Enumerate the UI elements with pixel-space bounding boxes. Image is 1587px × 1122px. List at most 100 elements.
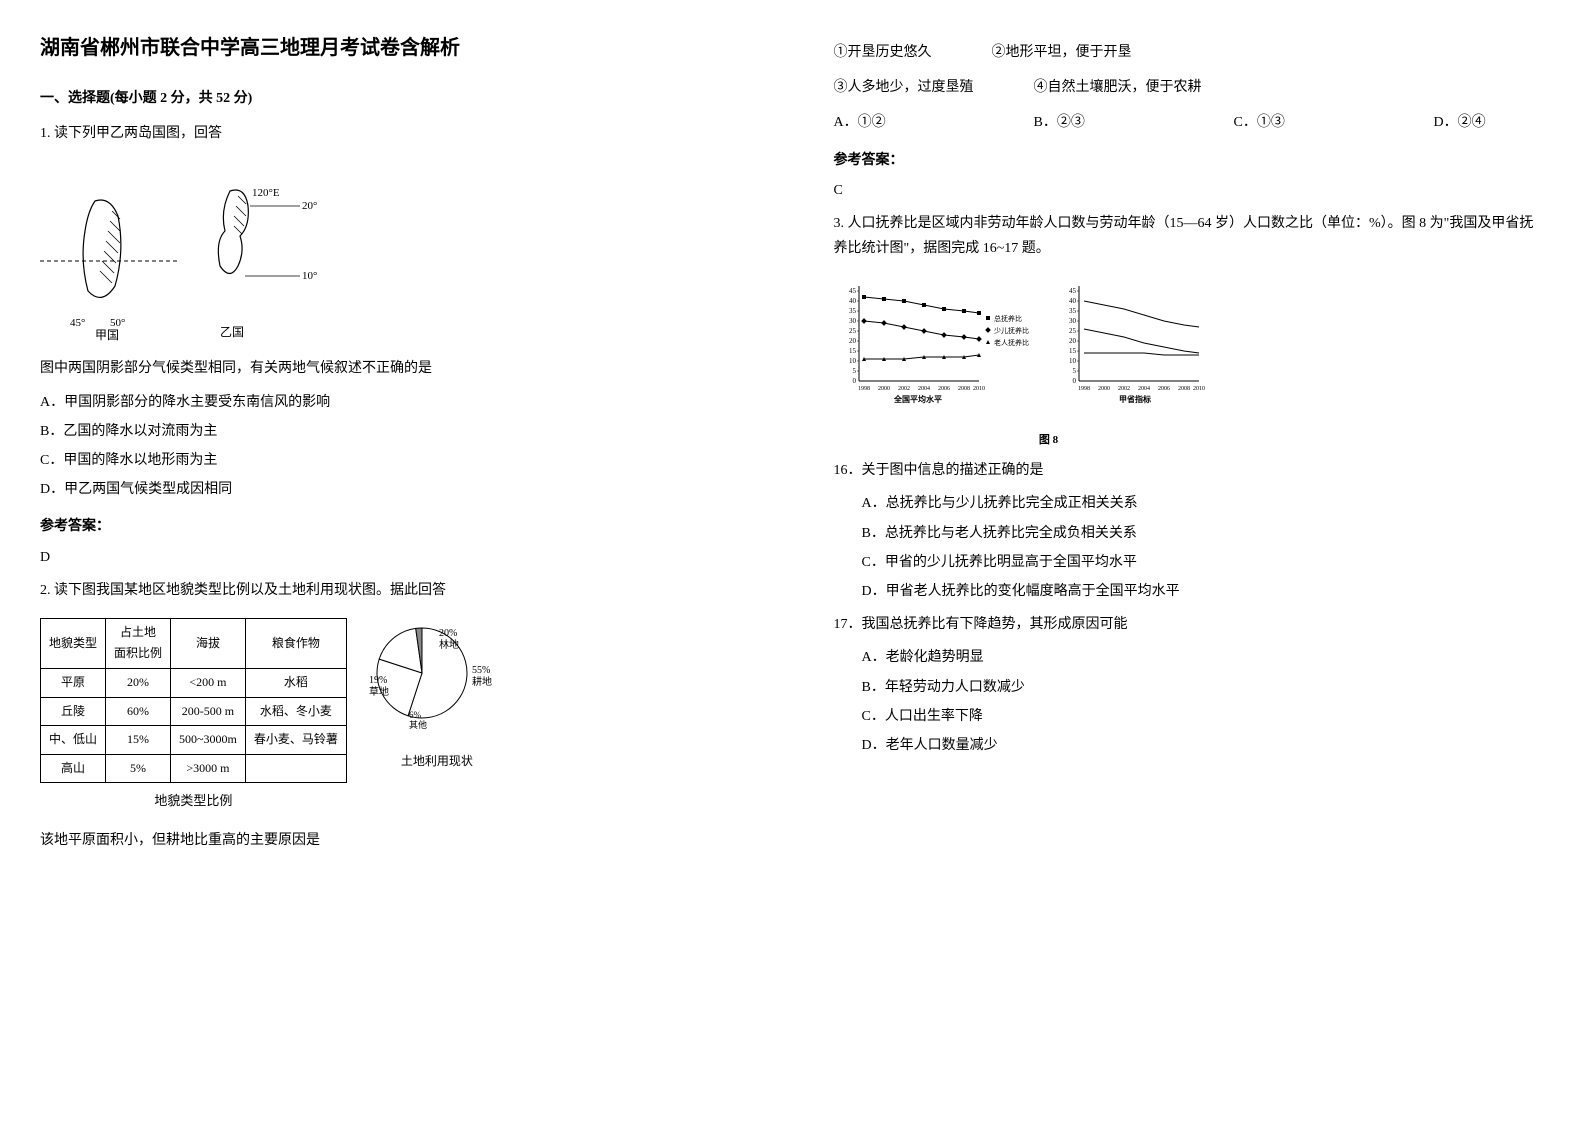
- svg-text:1998: 1998: [1078, 386, 1090, 392]
- svg-text:2010: 2010: [1193, 386, 1205, 392]
- svg-text:2010: 2010: [973, 386, 985, 392]
- table-caption: 地貌类型比例: [40, 789, 347, 812]
- svg-text:15: 15: [849, 347, 857, 355]
- svg-text:0: 0: [1072, 377, 1076, 385]
- svg-text:55%: 55%: [472, 665, 490, 676]
- section-1-header: 一、选择题(每小题 2 分，共 52 分): [40, 86, 754, 111]
- q1-prompt: 图中两国阴影部分气候类型相同，有关两地气候叙述不正确的是: [40, 356, 754, 381]
- map-label-country-b: 乙国: [220, 325, 244, 339]
- svg-text:25: 25: [849, 327, 857, 335]
- th-0: 地貌类型: [41, 618, 106, 668]
- table-row: 高山 5% >3000 m: [41, 754, 347, 783]
- svg-text:20%: 20%: [439, 628, 457, 639]
- svg-text:45°: 45°: [70, 317, 85, 329]
- svg-text:2000: 2000: [878, 386, 890, 392]
- q2-stmt-2: ②地形平坦，便于开垦: [992, 40, 1132, 65]
- svg-text:2000: 2000: [1098, 386, 1110, 392]
- q17-option-c: C．人口出生率下降: [834, 704, 1548, 729]
- svg-text:草地: 草地: [369, 685, 389, 698]
- table-header-row: 地貌类型 占土地面积比例 海拔 粮食作物: [41, 618, 347, 668]
- svg-text:1998: 1998: [858, 386, 870, 392]
- th-1: 占土地面积比例: [106, 618, 171, 668]
- table-row: 平原 20% <200 m 水稻: [41, 669, 347, 698]
- svg-text:老人抚养比: 老人抚养比: [994, 338, 1029, 347]
- pie-caption: 土地利用现状: [367, 751, 507, 773]
- svg-text:45: 45: [1069, 287, 1077, 295]
- q2-statement-row-2: ③人多地少，过度垦殖 ④自然土壤肥沃，便于农耕: [834, 75, 1548, 100]
- q2-choice-d: D．②④: [1434, 110, 1486, 135]
- q2-choice-c: C．①③: [1234, 110, 1434, 135]
- svg-text:林地: 林地: [439, 638, 459, 651]
- map-label-lat10: 10°: [302, 270, 317, 282]
- svg-text:5: 5: [852, 367, 856, 375]
- q1-option-b: B．乙国的降水以对流雨为主: [40, 419, 754, 444]
- left-chart-title: 全国平均水平: [893, 394, 942, 404]
- map-label-lon: 120°E: [252, 187, 280, 199]
- land-use-pie-svg: 20% 林地 55% 耕地 19% 草地 6% 其他: [367, 618, 507, 738]
- island-map-svg: 45° 50° 甲国 120°E 20° 10° 乙国: [40, 161, 320, 341]
- map-label-lat20: 20°: [302, 200, 317, 212]
- q16-option-d: D．甲省老人抚养比的变化幅度略高于全国平均水平: [834, 579, 1548, 604]
- left-column: 湖南省郴州市联合中学高三地理月考试卷含解析 一、选择题(每小题 2 分，共 52…: [0, 0, 794, 1122]
- svg-text:45: 45: [849, 287, 857, 295]
- svg-text:6%: 6%: [409, 710, 422, 720]
- q3-charts-row: 0 5 10 15 20 25 30 35 40 45 1998 2000 2002 2004: [834, 276, 1548, 415]
- svg-text:19%: 19%: [369, 675, 387, 686]
- q1-answer-label: 参考答案：: [40, 514, 754, 539]
- right-column: ①开垦历史悠久 ②地形平坦，便于开垦 ③人多地少，过度垦殖 ④自然土壤肥沃，便于…: [794, 0, 1587, 1122]
- svg-text:少儿抚养比: 少儿抚养比: [994, 326, 1029, 335]
- svg-text:2004: 2004: [918, 386, 930, 392]
- landform-table: 地貌类型 占土地面积比例 海拔 粮食作物 平原 20% <200 m 水稻 丘陵…: [40, 618, 347, 784]
- q2-choices-row: A．①② B．②③ C．①③ D．②④: [834, 110, 1548, 135]
- q2-stmt-3: ③人多地少，过度垦殖: [834, 75, 974, 100]
- table-row: 丘陵 60% 200-500 m 水稻、冬小麦: [41, 697, 347, 726]
- pie-chart-container: 20% 林地 55% 耕地 19% 草地 6% 其他 土地利用现状: [367, 618, 507, 773]
- q2-prompt: 该地平原面积小，但耕地比重高的主要原因是: [40, 828, 754, 853]
- q2-choice-b: B．②③: [1034, 110, 1234, 135]
- q17-stem: 17．我国总抚养比有下降趋势，其形成原因可能: [834, 612, 1548, 637]
- svg-text:2002: 2002: [1118, 386, 1130, 392]
- q16-option-a: A．总抚养比与少儿抚养比完全成正相关关系: [834, 491, 1548, 516]
- q17-option-a: A．老龄化趋势明显: [834, 645, 1548, 670]
- q2-answer-label: 参考答案：: [834, 148, 1548, 173]
- svg-text:15: 15: [1069, 347, 1077, 355]
- svg-text:2008: 2008: [958, 386, 970, 392]
- q1-answer: D: [40, 545, 754, 570]
- svg-text:40: 40: [849, 297, 857, 305]
- svg-text:35: 35: [1069, 307, 1077, 315]
- svg-text:总抚养比: 总抚养比: [994, 314, 1022, 323]
- q2-table-and-pie: 地貌类型 占土地面积比例 海拔 粮食作物 平原 20% <200 m 水稻 丘陵…: [40, 618, 754, 813]
- svg-text:20: 20: [1069, 337, 1077, 345]
- q2-stmt-1: ①开垦历史悠久: [834, 40, 932, 65]
- q2-stmt-4: ④自然土壤肥沃，便于农耕: [1034, 75, 1202, 100]
- q16-stem: 16．关于图中信息的描述正确的是: [834, 458, 1548, 483]
- svg-text:2006: 2006: [938, 386, 950, 392]
- q3-stem: 3. 人口抚养比是区域内非劳动年龄人口数与劳动年龄（15—64 岁）人口数之比（…: [834, 211, 1548, 261]
- page-title: 湖南省郴州市联合中学高三地理月考试卷含解析: [40, 30, 754, 66]
- svg-text:30: 30: [1069, 317, 1077, 325]
- q16-option-c: C．甲省的少儿抚养比明显高于全国平均水平: [834, 550, 1548, 575]
- svg-text:0: 0: [852, 377, 856, 385]
- q1-option-c: C．甲国的降水以地形雨为主: [40, 448, 754, 473]
- svg-text:2002: 2002: [898, 386, 910, 392]
- th-3: 粮食作物: [245, 618, 346, 668]
- national-chart-svg: 0 5 10 15 20 25 30 35 40 45 1998 2000 2002 2004: [834, 276, 1044, 406]
- svg-text:2004: 2004: [1138, 386, 1150, 392]
- q17-option-d: D．老年人口数量减少: [834, 733, 1548, 758]
- q2-choice-a: A．①②: [834, 110, 1034, 135]
- q2-answer: C: [834, 178, 1548, 203]
- svg-text:10: 10: [1069, 357, 1077, 365]
- figure-8-label: 图 8: [834, 431, 1264, 451]
- svg-text:2008: 2008: [1178, 386, 1190, 392]
- svg-text:5: 5: [1072, 367, 1076, 375]
- svg-text:耕地: 耕地: [472, 675, 492, 688]
- q17-option-b: B．年轻劳动力人口数减少: [834, 675, 1548, 700]
- svg-text:40: 40: [1069, 297, 1077, 305]
- svg-text:20: 20: [849, 337, 857, 345]
- table-row: 中、低山 15% 500~3000m 春小麦、马铃薯: [41, 726, 347, 755]
- svg-text:30: 30: [849, 317, 857, 325]
- svg-text:35: 35: [849, 307, 857, 315]
- svg-text:10: 10: [849, 357, 857, 365]
- right-chart-title: 甲省指标: [1119, 394, 1151, 404]
- q2-stem: 2. 读下图我国某地区地貌类型比例以及土地利用现状图。据此回答: [40, 578, 754, 603]
